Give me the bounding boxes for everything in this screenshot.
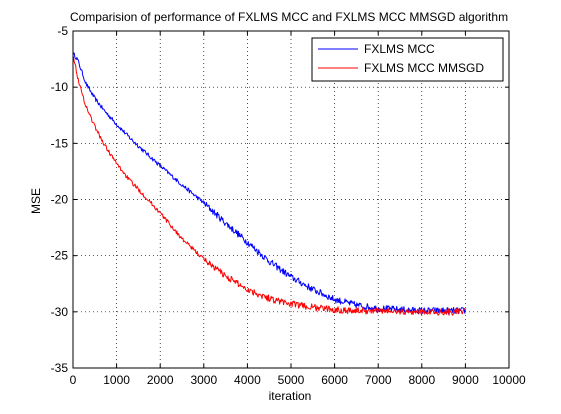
- x-tick-label: 4000: [234, 373, 261, 387]
- y-tick-label: -5: [57, 24, 68, 38]
- x-tick-label: 8000: [408, 373, 435, 387]
- x-tick-label: 9000: [452, 373, 479, 387]
- y-tick-label: -15: [51, 136, 69, 150]
- axis-ticks: 0 1000 2000 3000 4000 5000 6000 7000 8000 9000 100…: [51, 24, 526, 387]
- x-tick-label: 10000: [492, 373, 526, 387]
- y-tick-label: -10: [51, 80, 69, 94]
- legend-box: [311, 37, 504, 82]
- x-tick-label: 3000: [190, 373, 217, 387]
- x-tick-label: 0: [70, 373, 77, 387]
- series-line-1: [72, 54, 466, 316]
- legend: FXLMS MCC FXLMS MCC MMSGD: [311, 37, 504, 82]
- x-axis-label: iteration: [269, 389, 312, 403]
- y-axis-label: MSE: [29, 188, 43, 214]
- grid-lines: [73, 31, 509, 368]
- y-tick-label: -30: [51, 305, 69, 319]
- chart-title: Comparision of performance of FXLMS MCC …: [70, 10, 508, 24]
- x-tick-label: 7000: [365, 373, 392, 387]
- x-tick-label: 1000: [103, 373, 130, 387]
- y-tick-label: -35: [51, 361, 69, 375]
- y-tick-label: -25: [51, 249, 69, 263]
- legend-label-fxlms-mcc: FXLMS MCC: [364, 42, 435, 56]
- legend-label-fxlms-mcc-mmsgd: FXLMS MCC MMSGD: [364, 61, 484, 75]
- x-tick-label: 2000: [147, 373, 174, 387]
- x-tick-label: 6000: [321, 373, 348, 387]
- series-layer: [72, 52, 466, 316]
- x-tick-label: 5000: [278, 373, 305, 387]
- y-tick-label: -20: [51, 193, 69, 207]
